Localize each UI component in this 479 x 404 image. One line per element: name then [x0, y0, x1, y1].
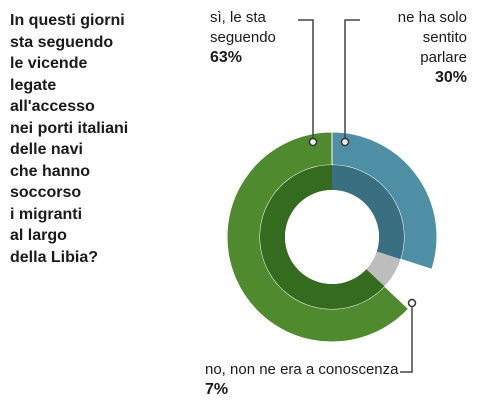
label-heard-line2: sentito	[422, 29, 467, 46]
label-heard-line1: ne ha solo	[397, 9, 467, 26]
donut-hole	[285, 190, 379, 284]
donut-slice-inner	[260, 165, 385, 309]
question-line: nei porti italiani	[10, 119, 129, 137]
question-line: le vicende	[10, 55, 88, 72]
leader-line-yes	[298, 19, 314, 140]
label-no-line1: no, non ne era a conoscenza	[205, 361, 399, 378]
label-yes-line2: seguendo	[210, 29, 276, 46]
donut-slice-inner	[332, 165, 404, 260]
question-line: che hanno	[10, 162, 91, 180]
question-line: al largo	[10, 227, 67, 244]
label-heard: ne ha solo sentito parlare 30%	[317, 8, 467, 88]
donut-slice-inner	[366, 251, 401, 287]
leader-dot-yes	[308, 137, 318, 147]
leader-dot-heard	[340, 137, 350, 147]
label-no: no, non ne era a conoscenza 7%	[205, 360, 398, 400]
label-yes: sì, le sta seguendo 63%	[210, 8, 276, 68]
question-line: i migranti	[10, 205, 83, 223]
leader-line-no	[400, 305, 413, 373]
label-no-value: 7%	[205, 381, 229, 398]
leader-dot-no	[407, 298, 417, 308]
question-line: soccorso	[10, 184, 82, 201]
question-line: delle navi	[10, 141, 83, 158]
leader-line-heard	[344, 19, 360, 140]
question-line: all'accesso	[10, 98, 95, 115]
question-line: sta seguendo	[10, 33, 114, 51]
label-yes-line1: sì, le sta	[210, 9, 266, 26]
label-heard-line3: parlare	[420, 49, 467, 66]
survey-question: In questi giorni sta seguendo le vicende…	[10, 10, 200, 268]
question-line: della Libia?	[10, 248, 99, 266]
question-line: legate	[10, 76, 57, 94]
label-yes-value: 63%	[210, 49, 243, 66]
question-line: In questi giorni	[10, 12, 125, 29]
label-heard-value: 30%	[434, 69, 467, 86]
